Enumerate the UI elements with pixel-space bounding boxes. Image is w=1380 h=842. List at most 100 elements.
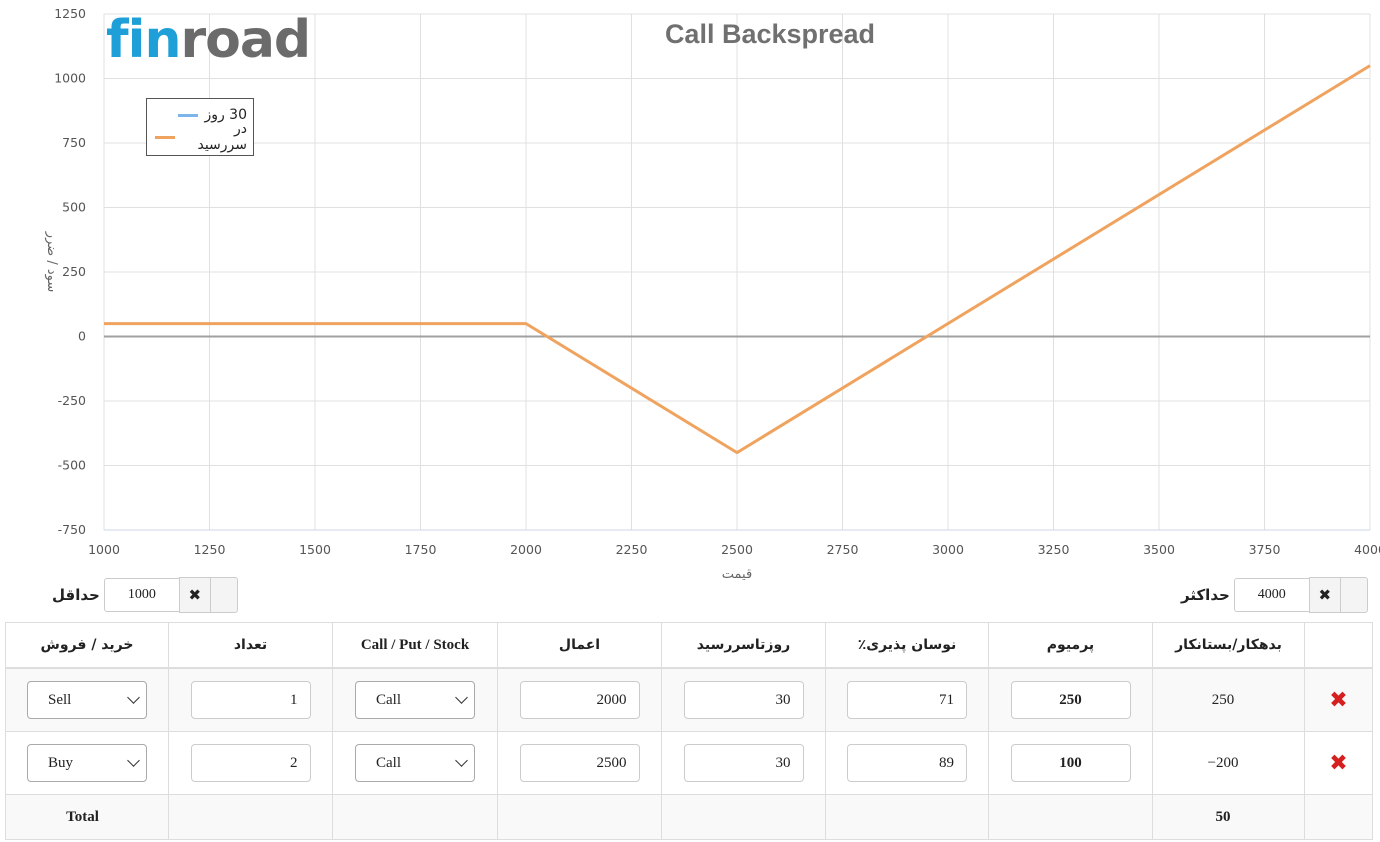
chart-title: Call Backspread [664, 19, 876, 49]
header-volatility: ٪نوسان پذیری [825, 622, 989, 669]
table-row: Buy 2 Call 2500 30 89 100 −200 ✖ [5, 731, 1373, 795]
table-row: Sell 1 Call 2000 30 71 250 250 ✖ [5, 667, 1373, 732]
total-row: Total 50 [5, 794, 1373, 840]
finroad-logo: finroad [106, 14, 311, 66]
x-tick-label: 3000 [932, 542, 964, 557]
legend-label: 30 روز [204, 107, 247, 123]
chart-area: 1000 1250 1500 1750 2000 2250 2500 2750 3000 3250… [44, 6, 1380, 582]
legend-item-expiry[interactable]: در سررسید [155, 121, 247, 153]
x-tick-label: 3250 [1038, 542, 1070, 557]
quantity-input[interactable]: 2 [190, 744, 311, 782]
type-value: Call [376, 691, 401, 708]
x-tick-label: 3500 [1143, 542, 1175, 557]
x-tick-label: 1000 [88, 542, 120, 557]
side-select[interactable]: Buy [27, 744, 147, 782]
close-icon: ✖ [1318, 586, 1332, 604]
option-legs-table: خرید / فروش تعداد Call / Put / Stock اعم… [5, 622, 1373, 840]
x-tick-label: 4000 [1354, 542, 1380, 557]
side-value: Sell [48, 691, 72, 708]
empty-cell [825, 794, 989, 840]
debit-credit-value: 250 [1152, 667, 1305, 732]
chevron-down-icon [455, 754, 468, 767]
strike-cell: 2000 [497, 667, 662, 732]
header-side: خرید / فروش [5, 622, 169, 669]
days-input[interactable]: 30 [683, 744, 804, 782]
side-cell: Sell [5, 667, 169, 732]
empty-cell [168, 794, 333, 840]
volatility-input[interactable]: 71 [847, 681, 967, 719]
min-clear-button[interactable]: ✖ [178, 577, 211, 613]
logo-part-road: road [180, 10, 311, 70]
side-value: Buy [48, 754, 74, 771]
y-tick-label: -750 [58, 522, 86, 537]
max-input[interactable]: 4000 [1233, 578, 1310, 612]
x-tick-label: 2750 [827, 542, 859, 557]
header-quantity: تعداد [168, 622, 333, 669]
table-header-row: خرید / فروش تعداد Call / Put / Stock اعم… [5, 622, 1373, 669]
x-tick-label: 1500 [299, 542, 331, 557]
type-cell: Call [332, 667, 498, 732]
close-icon: ✖ [188, 586, 202, 604]
y-tick-label: 500 [62, 200, 86, 215]
option-type-select[interactable]: Call [355, 681, 475, 719]
premium-input[interactable]: 100 [1010, 744, 1131, 782]
x-tick-label: 3750 [1249, 542, 1281, 557]
strike-input[interactable]: 2500 [519, 744, 640, 782]
y-tick-label: 1250 [54, 6, 86, 21]
strike-cell: 2500 [497, 731, 662, 795]
premium-cell: 250 [988, 667, 1153, 732]
y-tick-label: 0 [78, 329, 86, 344]
remove-row-icon[interactable]: ✖ [1329, 750, 1348, 776]
legend-swatch [155, 135, 175, 139]
side-cell: Buy [5, 731, 169, 795]
premium-input[interactable]: 250 [1010, 681, 1131, 719]
header-option-type: Call / Put / Stock [332, 622, 498, 669]
remove-cell: ✖ [1304, 731, 1373, 795]
days-cell: 30 [661, 731, 826, 795]
remove-row-icon[interactable]: ✖ [1329, 687, 1348, 713]
legend-item-30-days[interactable]: 30 روز [155, 105, 247, 125]
type-cell: Call [332, 731, 498, 795]
min-input[interactable]: 1000 [103, 578, 180, 612]
empty-cell [332, 794, 498, 840]
y-tick-label: 250 [62, 264, 86, 279]
legend-swatch [178, 113, 199, 117]
premium-cell: 100 [988, 731, 1153, 795]
max-label: حداکثر [1181, 586, 1230, 604]
x-tick-label: 1250 [194, 542, 226, 557]
legend-label: در سررسید [197, 121, 247, 153]
days-input[interactable]: 30 [683, 681, 804, 719]
header-days-to-expiry: روزتاسررسید [661, 622, 826, 669]
chevron-down-icon [127, 691, 140, 704]
type-value: Call [376, 754, 401, 771]
x-tick-label: 2500 [721, 542, 753, 557]
chevron-down-icon [127, 754, 140, 767]
qty-cell: 2 [168, 731, 333, 795]
x-tick-label: 2250 [616, 542, 648, 557]
volatility-input[interactable]: 89 [847, 744, 967, 782]
min-apply-button[interactable] [209, 577, 238, 613]
max-clear-button[interactable]: ✖ [1308, 577, 1341, 613]
payoff-chart: 1000 1250 1500 1750 2000 2250 2500 2750 3000 3250… [44, 6, 1380, 582]
option-type-select[interactable]: Call [355, 744, 475, 782]
vol-cell: 89 [825, 731, 989, 795]
total-value: 50 [1152, 794, 1305, 840]
empty-cell [661, 794, 826, 840]
remove-cell: ✖ [1304, 667, 1373, 732]
header-premium: پرمیوم [988, 622, 1153, 669]
quantity-input[interactable]: 1 [190, 681, 311, 719]
y-tick-label: -500 [58, 458, 86, 473]
vol-cell: 71 [825, 667, 989, 732]
y-tick-label: -250 [58, 393, 86, 408]
max-range-control: حداکثر 4000 ✖ [1181, 577, 1368, 613]
strike-input[interactable]: 2000 [519, 681, 640, 719]
x-tick-label: 2000 [510, 542, 542, 557]
x-axis-title: قیمت [722, 567, 752, 582]
y-tick-label: 1000 [54, 71, 86, 86]
header-remove [1304, 622, 1373, 669]
chevron-down-icon [455, 691, 468, 704]
days-cell: 30 [661, 667, 826, 732]
logo-part-fin: fin [106, 10, 181, 70]
max-apply-button[interactable] [1339, 577, 1368, 613]
side-select[interactable]: Sell [27, 681, 147, 719]
